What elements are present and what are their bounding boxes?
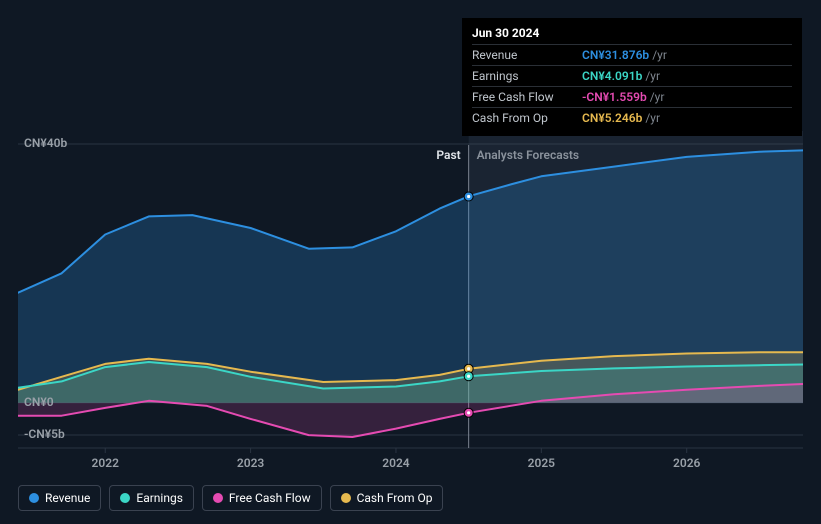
chart-legend: Revenue Earnings Free Cash Flow Cash From O…: [18, 485, 443, 511]
x-axis-label: 2022: [92, 456, 119, 470]
y-axis-label: CN¥0: [24, 395, 54, 409]
legend-swatch-icon: [341, 493, 351, 503]
tooltip-row: EarningsCN¥4.091b /yr: [472, 65, 792, 86]
tooltip-row-unit: /yr: [652, 48, 667, 62]
legend-label: Free Cash Flow: [229, 491, 311, 505]
hover-marker-dot-revenue: [467, 195, 470, 198]
x-axis-label: 2026: [673, 456, 700, 470]
legend-item-revenue[interactable]: Revenue: [18, 485, 101, 511]
x-axis-label: 2024: [382, 456, 409, 470]
tooltip-row-unit: /yr: [645, 111, 660, 125]
tooltip-row-label: Cash From Op: [472, 111, 582, 125]
x-axis-label: 2023: [237, 456, 264, 470]
tooltip-row-unit: /yr: [650, 90, 665, 104]
legend-label: Earnings: [136, 491, 183, 505]
legend-swatch-icon: [29, 493, 39, 503]
y-axis-label: CN¥40b: [24, 136, 67, 150]
hover-marker-dot-earnings: [467, 375, 470, 378]
legend-item-earnings[interactable]: Earnings: [109, 485, 194, 511]
tooltip-row-label: Revenue: [472, 48, 582, 62]
tooltip-row-value: CN¥31.876b: [582, 48, 649, 62]
chart-tooltip: Jun 30 2024 RevenueCN¥31.876b /yrEarning…: [462, 18, 802, 136]
x-axis-label: 2025: [528, 456, 555, 470]
tooltip-row-value: CN¥4.091b: [582, 69, 642, 83]
legend-item-fcf[interactable]: Free Cash Flow: [202, 485, 322, 511]
tooltip-row-unit: /yr: [645, 69, 660, 83]
legend-swatch-icon: [213, 493, 223, 503]
tooltip-row: Free Cash Flow-CN¥1.559b /yr: [472, 86, 792, 107]
tooltip-title: Jun 30 2024: [472, 24, 792, 44]
legend-label: Revenue: [45, 491, 90, 505]
legend-label: Cash From Op: [357, 491, 433, 505]
y-axis-label: -CN¥5b: [24, 427, 65, 441]
legend-swatch-icon: [120, 493, 130, 503]
tooltip-row-value: -CN¥1.559b: [582, 90, 647, 104]
tooltip-row: Cash From OpCN¥5.246b /yr: [472, 107, 792, 128]
tooltip-row-label: Free Cash Flow: [472, 90, 582, 104]
tooltip-row-label: Earnings: [472, 69, 582, 83]
forecast-label: Analysts Forecasts: [477, 148, 579, 162]
hover-marker-dot-fcf: [467, 411, 470, 414]
tooltip-row: RevenueCN¥31.876b /yr: [472, 44, 792, 65]
hover-marker-dot-cash_from_op: [467, 367, 470, 370]
tooltip-row-value: CN¥5.246b: [582, 111, 642, 125]
legend-item-cash_from_op[interactable]: Cash From Op: [330, 485, 444, 511]
past-label: Past: [436, 148, 460, 162]
